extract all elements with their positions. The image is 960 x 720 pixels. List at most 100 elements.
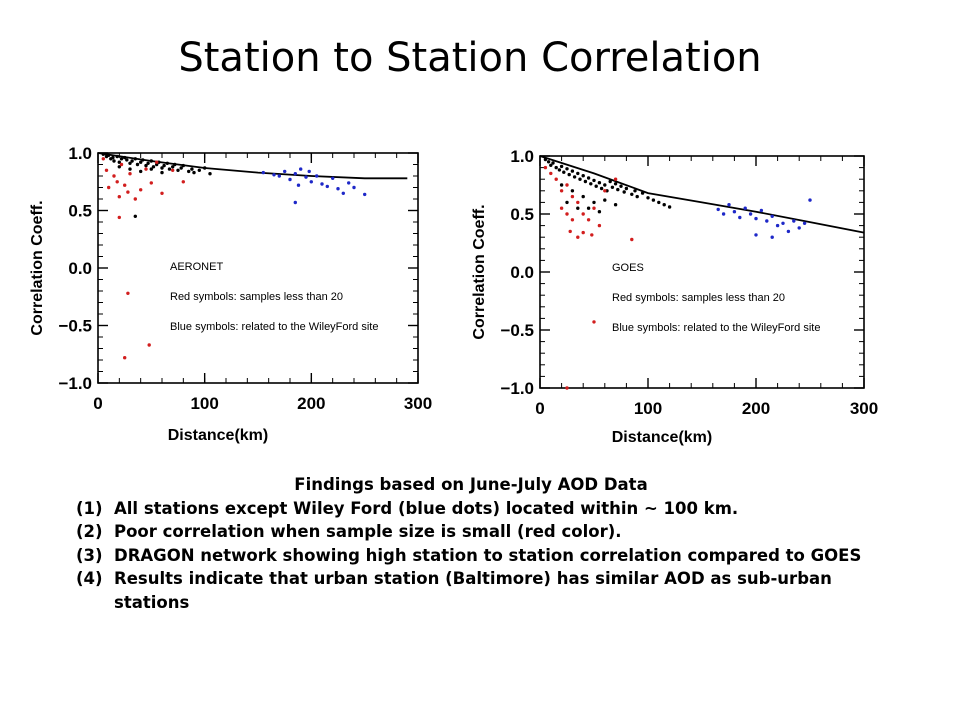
scatter-point — [272, 173, 276, 177]
scatter-point — [590, 233, 594, 237]
scatter-point — [559, 206, 564, 210]
y-tick-label: 0.5 — [510, 205, 534, 224]
scatter-point — [586, 218, 591, 222]
fit-line — [539, 155, 865, 234]
x-tick-label: 0 — [535, 399, 544, 418]
scatter-point — [570, 218, 575, 222]
scatter-point — [640, 191, 645, 195]
scatter-point — [160, 191, 164, 195]
scatter-point — [557, 168, 562, 172]
scatter-point — [128, 167, 132, 171]
scatter-point — [149, 181, 153, 185]
scatter-point — [149, 167, 153, 171]
scatter-point — [716, 207, 720, 212]
finding-number: (4) — [76, 569, 103, 588]
finding-number: (1) — [76, 498, 103, 518]
scatter-point — [543, 165, 548, 170]
scatter-point — [543, 157, 548, 162]
scatter-point — [139, 160, 143, 164]
scatter-point — [581, 230, 585, 235]
scatter-point — [101, 157, 106, 161]
scatter-point — [559, 183, 564, 187]
finding-number: (2) — [76, 522, 103, 541]
x-tick-label: 200 — [742, 399, 770, 418]
legend-text: Red symbols: samples less than 20 — [170, 291, 343, 303]
scatter-point — [570, 169, 575, 173]
scatter-point — [559, 189, 564, 193]
scatter-point — [293, 172, 297, 176]
scatter-point — [748, 212, 753, 216]
scatter-point — [167, 167, 172, 171]
scatter-point — [173, 162, 177, 167]
scatter-point — [141, 158, 145, 162]
scatter-point — [786, 229, 791, 234]
scatter-point — [296, 183, 301, 187]
scatter-point — [336, 187, 340, 191]
scatter-point — [592, 178, 596, 183]
scatter-point — [775, 223, 780, 228]
legend-text: AERONET — [170, 261, 223, 273]
scatter-point — [162, 163, 166, 168]
scatter-point — [115, 154, 119, 159]
x-tick-label: 100 — [634, 399, 662, 418]
scatter-point — [583, 179, 588, 184]
scatter-point — [565, 200, 569, 205]
scatter-point — [562, 170, 566, 174]
y-tick-label: −0.5 — [58, 317, 92, 336]
scatter-point — [616, 187, 620, 192]
scatter-point — [554, 165, 558, 170]
scatter-point — [743, 206, 747, 210]
scatter-point — [325, 184, 329, 189]
scatter-point — [331, 176, 335, 180]
y-tick-label: −1.0 — [500, 379, 534, 398]
scatter-point — [123, 183, 127, 187]
x-tick-label: 300 — [850, 399, 878, 418]
scatter-point — [133, 157, 137, 161]
scatter-point — [576, 206, 580, 210]
scatter-point — [126, 190, 130, 194]
scatter-point — [101, 152, 106, 156]
findings-block: Findings based on June-July AOD Data (1)… — [76, 473, 896, 614]
legend-text: GOES — [612, 262, 644, 274]
scatter-point — [126, 291, 130, 295]
finding-item: (2) Poor correlation when sample size is… — [76, 520, 896, 544]
scatter-point — [576, 171, 580, 176]
plot-frame — [97, 152, 419, 384]
findings-heading: Findings based on June-July AOD Data — [294, 475, 648, 494]
scatter-point — [203, 166, 207, 170]
scatter-point — [597, 210, 602, 214]
scatter-point — [160, 166, 164, 170]
scatter-point — [633, 189, 637, 193]
finding-text: Poor correlation when sample size is sma… — [114, 522, 622, 541]
scatter-point — [630, 192, 634, 196]
scatter-point — [572, 175, 577, 179]
scatter-point — [315, 174, 319, 178]
scatter-point — [657, 200, 661, 205]
scatter-point — [147, 343, 151, 347]
scatter-point — [770, 214, 774, 218]
scatter-point — [565, 183, 569, 187]
scatter-point — [117, 165, 122, 169]
scatter-point — [128, 172, 132, 176]
scatter-point — [352, 185, 356, 190]
scatter-point — [576, 200, 580, 205]
scatter-point — [149, 159, 153, 163]
legend-text: Red symbols: samples less than 20 — [612, 292, 785, 304]
scatter-point — [151, 165, 156, 169]
scatter-point — [123, 356, 127, 360]
scatter-point — [187, 169, 191, 174]
scatter-point — [549, 163, 553, 167]
y-tick-label: 0.5 — [68, 202, 92, 221]
scatter-point — [592, 320, 596, 324]
finding-text: Results indicate that urban station (Bal… — [114, 569, 832, 612]
finding-item: (4) Results indicate that urban station … — [76, 567, 896, 614]
scatter-point — [320, 182, 324, 186]
scatter-point — [179, 166, 183, 170]
scatter-point — [738, 215, 742, 220]
scatter-point — [304, 175, 308, 179]
scatter-point — [808, 198, 812, 202]
scatter-point — [139, 188, 143, 192]
finding-item: (3) DRAGON network showing high station … — [76, 544, 896, 568]
scatter-point — [133, 214, 137, 218]
scatter-point — [576, 235, 580, 239]
